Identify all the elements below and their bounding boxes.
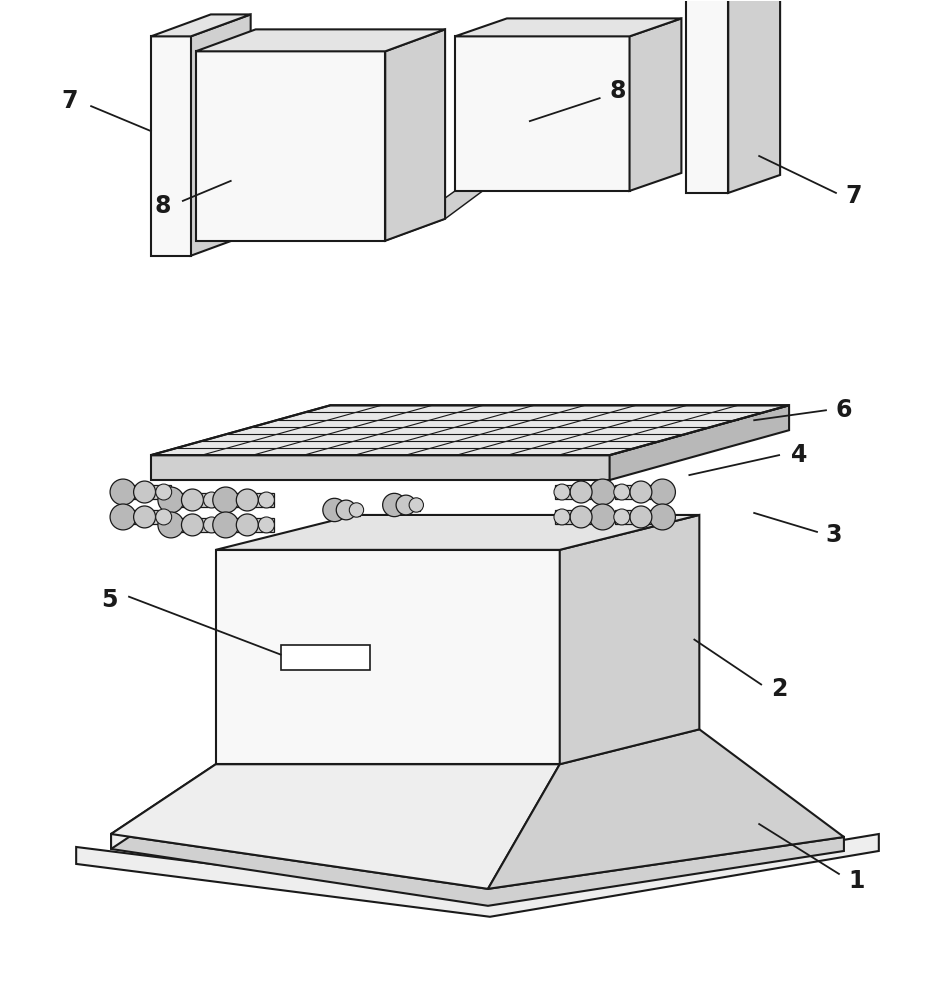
- Polygon shape: [124, 510, 171, 524]
- Polygon shape: [394, 499, 420, 511]
- Circle shape: [156, 509, 172, 525]
- Circle shape: [323, 498, 346, 522]
- Polygon shape: [386, 29, 446, 241]
- Circle shape: [614, 484, 630, 500]
- Polygon shape: [630, 18, 681, 191]
- Polygon shape: [455, 18, 681, 36]
- Polygon shape: [151, 455, 610, 480]
- Circle shape: [258, 517, 275, 533]
- Polygon shape: [615, 510, 662, 524]
- Circle shape: [213, 512, 238, 538]
- Circle shape: [158, 512, 184, 538]
- Circle shape: [650, 504, 675, 530]
- Text: 7: 7: [846, 184, 863, 208]
- Circle shape: [158, 487, 184, 513]
- Circle shape: [134, 481, 156, 503]
- Circle shape: [237, 489, 258, 511]
- Polygon shape: [334, 504, 360, 516]
- Circle shape: [110, 479, 136, 505]
- Circle shape: [630, 506, 652, 528]
- Polygon shape: [111, 764, 216, 849]
- Polygon shape: [111, 764, 560, 889]
- Polygon shape: [196, 29, 446, 51]
- Circle shape: [134, 506, 156, 528]
- Circle shape: [203, 517, 219, 533]
- Polygon shape: [386, 173, 507, 241]
- Polygon shape: [687, 0, 729, 193]
- Polygon shape: [76, 834, 879, 917]
- Circle shape: [570, 506, 592, 528]
- Polygon shape: [171, 518, 218, 532]
- Circle shape: [590, 504, 616, 530]
- Polygon shape: [111, 774, 844, 889]
- Polygon shape: [111, 834, 844, 906]
- Polygon shape: [171, 493, 218, 507]
- Circle shape: [181, 514, 203, 536]
- Circle shape: [110, 504, 136, 530]
- Circle shape: [396, 495, 416, 515]
- Circle shape: [554, 484, 570, 500]
- Polygon shape: [151, 405, 789, 455]
- Polygon shape: [226, 493, 274, 507]
- Polygon shape: [280, 645, 370, 670]
- Polygon shape: [196, 51, 386, 241]
- Text: 8: 8: [609, 79, 626, 103]
- Circle shape: [409, 498, 424, 512]
- Text: 4: 4: [790, 443, 808, 467]
- Polygon shape: [151, 14, 251, 36]
- Circle shape: [237, 514, 258, 536]
- Text: 2: 2: [770, 677, 788, 701]
- Polygon shape: [455, 36, 630, 191]
- Circle shape: [203, 492, 219, 508]
- Circle shape: [590, 479, 616, 505]
- Polygon shape: [729, 0, 780, 193]
- Text: 8: 8: [155, 194, 171, 218]
- Polygon shape: [216, 550, 560, 764]
- Polygon shape: [216, 515, 699, 550]
- Circle shape: [336, 500, 356, 520]
- Polygon shape: [151, 36, 191, 256]
- Circle shape: [213, 487, 238, 513]
- Polygon shape: [560, 515, 699, 764]
- Circle shape: [350, 503, 364, 517]
- Polygon shape: [610, 405, 789, 480]
- Circle shape: [570, 481, 592, 503]
- Circle shape: [614, 509, 630, 525]
- Polygon shape: [555, 485, 602, 499]
- Text: 3: 3: [826, 523, 843, 547]
- Polygon shape: [555, 510, 602, 524]
- Circle shape: [181, 489, 203, 511]
- Circle shape: [650, 479, 675, 505]
- Circle shape: [554, 509, 570, 525]
- Circle shape: [630, 481, 652, 503]
- Polygon shape: [488, 729, 844, 889]
- Text: 1: 1: [848, 869, 865, 893]
- Text: 5: 5: [101, 588, 117, 612]
- Text: 6: 6: [836, 398, 852, 422]
- Circle shape: [258, 492, 275, 508]
- Polygon shape: [226, 518, 274, 532]
- Text: 7: 7: [61, 89, 78, 113]
- Polygon shape: [191, 14, 251, 256]
- Circle shape: [383, 493, 406, 517]
- Polygon shape: [615, 485, 662, 499]
- Polygon shape: [124, 485, 171, 499]
- Circle shape: [156, 484, 172, 500]
